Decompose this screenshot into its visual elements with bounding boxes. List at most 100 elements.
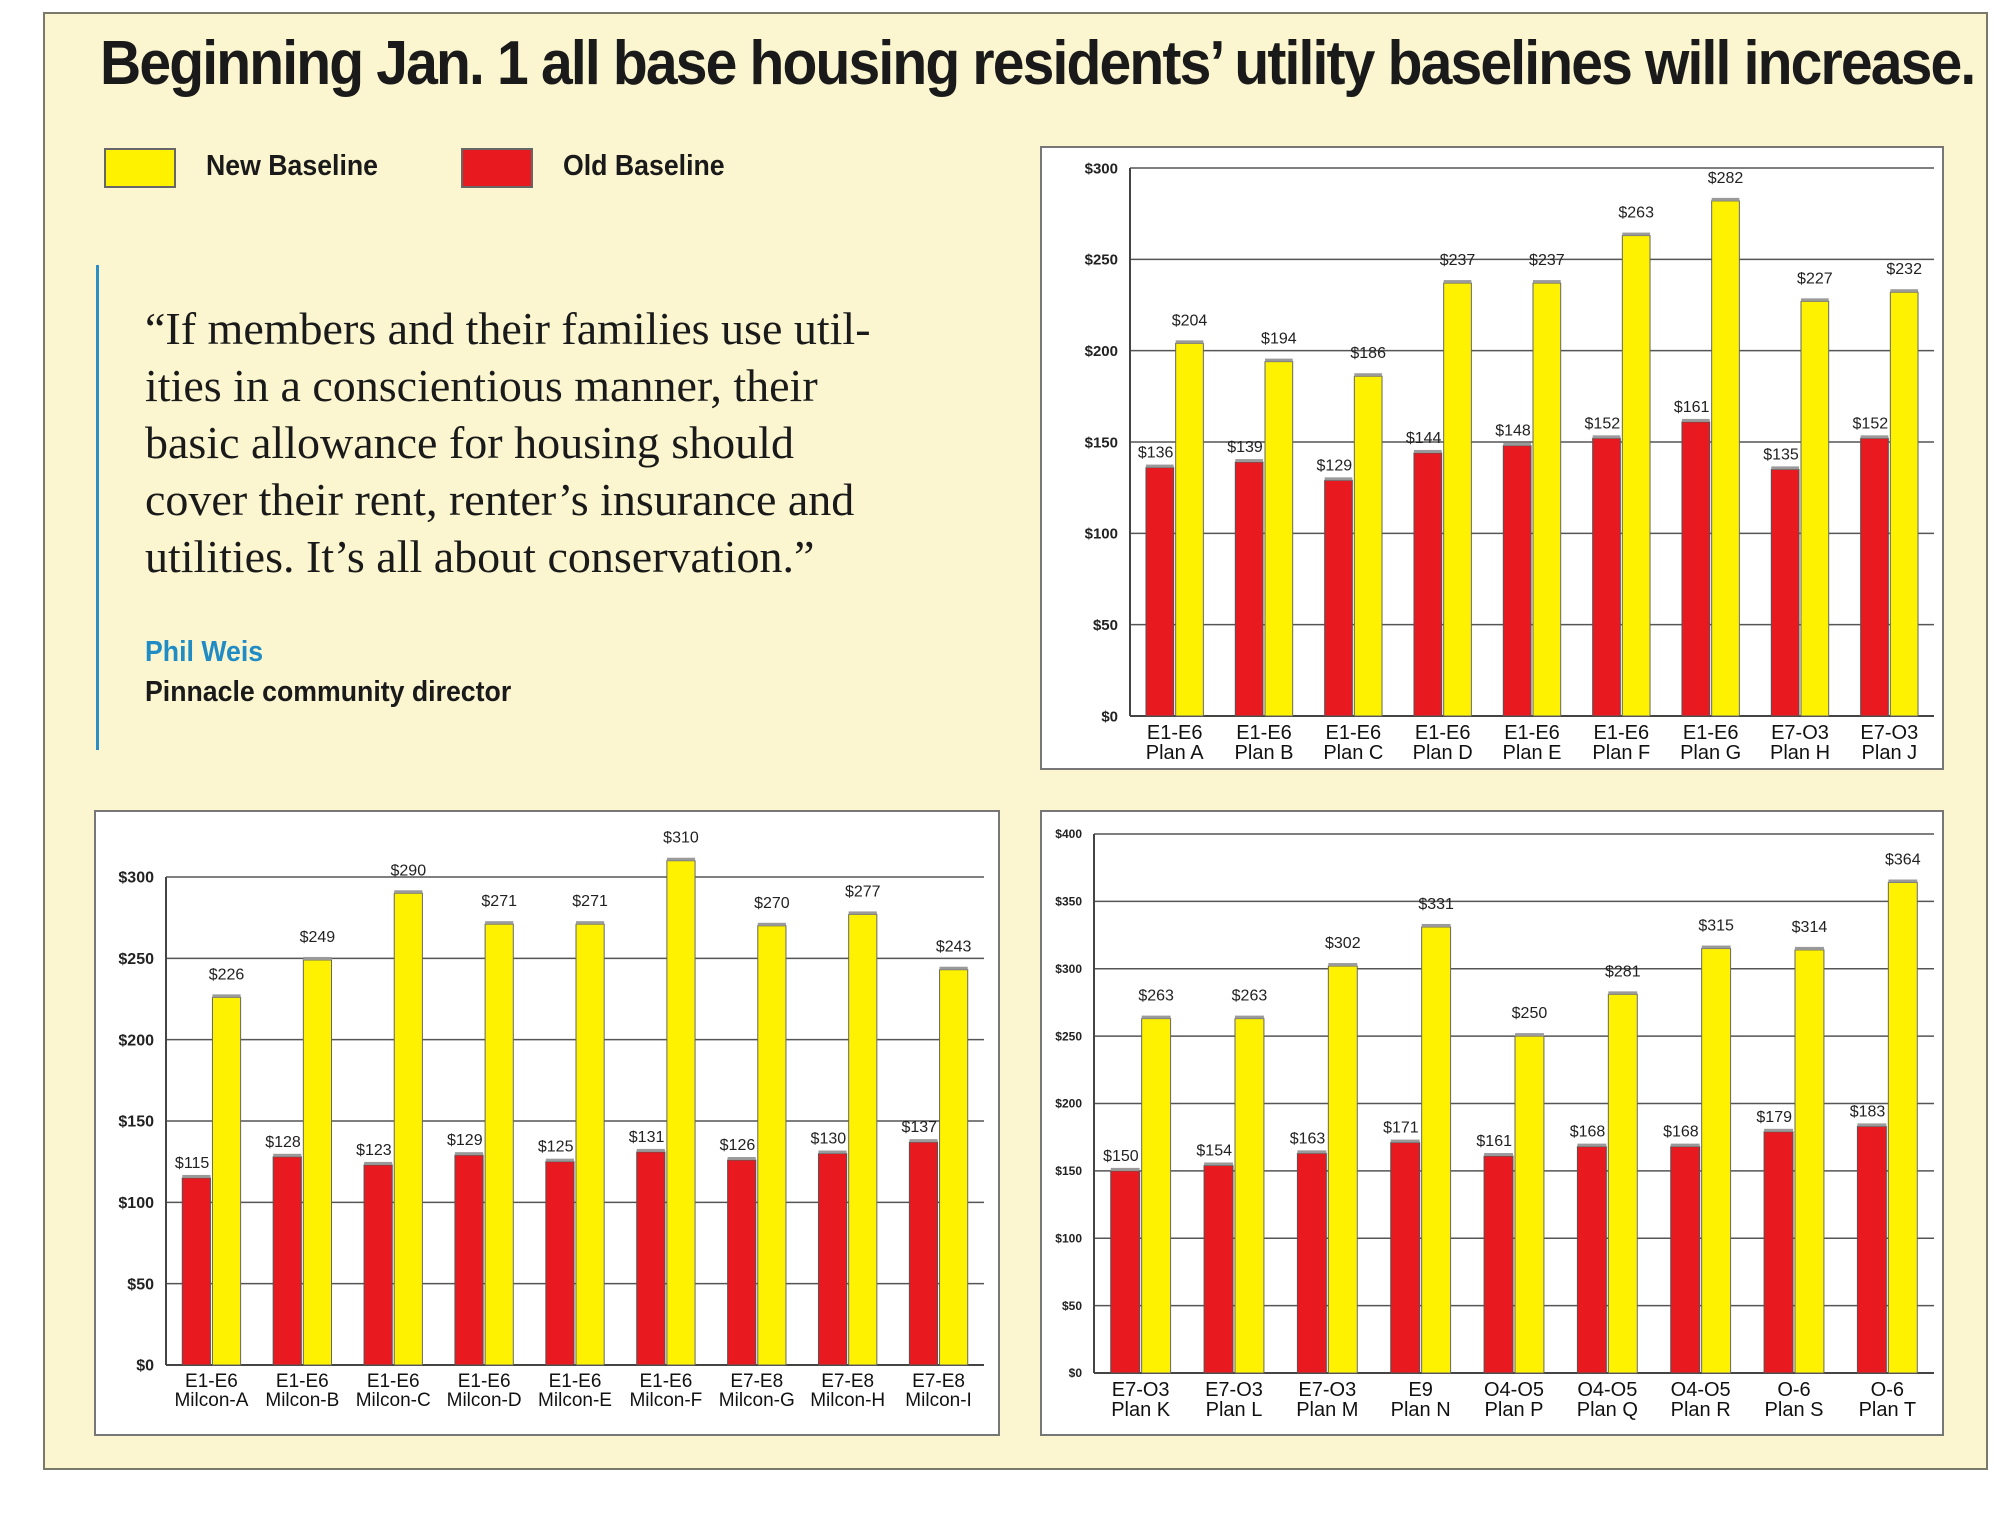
- new-value-label: $232: [1886, 261, 1922, 278]
- old-value-label: $136: [1138, 445, 1174, 462]
- category-label: O4-O5: [1671, 1379, 1731, 1401]
- new-value-label: $314: [1792, 919, 1828, 936]
- old-baseline-bar: [1592, 437, 1621, 717]
- new-baseline-bar: [757, 925, 787, 1366]
- chart-top-right: $0 $50 $100 $150 $200 $250 $300 $136 $204 E1-E6 Pl…: [1040, 146, 1944, 770]
- legend-label-new: New Baseline: [206, 150, 379, 182]
- category-label: Plan E: [1503, 742, 1562, 764]
- category-label: Milcon-G: [719, 1390, 795, 1411]
- category-label: O4-O5: [1577, 1379, 1637, 1401]
- quote-line: basic allowance for housing should: [145, 417, 794, 468]
- new-bar-cap: [1701, 945, 1731, 949]
- old-bar-cap: [909, 1139, 938, 1143]
- old-bar-cap: [545, 1158, 574, 1162]
- y-tick-label: $150: [118, 1114, 154, 1131]
- chart-bottom-left: $0 $50 $100 $150 $200 $250 $300 $115 $226 E1-E6 Mi…: [94, 810, 1000, 1436]
- category-label: E1-E6: [1504, 722, 1560, 744]
- old-baseline-bar: [1576, 1146, 1607, 1374]
- old-value-label: $128: [265, 1134, 301, 1151]
- new-value-label: $194: [1261, 331, 1297, 348]
- new-value-label: $237: [1440, 252, 1476, 269]
- new-bar-cap: [576, 921, 605, 925]
- category-label: E1-E6: [276, 1371, 329, 1392]
- category-label: Plan B: [1235, 742, 1294, 764]
- old-baseline-bar: [1413, 452, 1443, 717]
- old-bar-cap: [1771, 466, 1799, 470]
- old-bar-cap: [1297, 1150, 1327, 1154]
- new-bar-cap: [1533, 280, 1561, 284]
- old-baseline-bar: [1324, 479, 1353, 717]
- old-bar-cap: [636, 1148, 665, 1152]
- old-value-label: $123: [356, 1142, 392, 1159]
- quote-line: cover their rent, renter’s insurance and: [145, 474, 855, 525]
- category-label: E7-O3: [1205, 1379, 1263, 1401]
- old-bar-cap: [1413, 449, 1442, 453]
- y-tick-label: $300: [1055, 962, 1082, 976]
- chart-svg: $0$50$100$150$200$250$300$136$204E1-E6Pl…: [1085, 160, 1934, 764]
- old-bar-cap: [1145, 464, 1174, 468]
- old-bar-cap: [1681, 418, 1710, 422]
- new-bar-cap: [1890, 289, 1919, 293]
- new-baseline-bar: [1701, 948, 1732, 1374]
- old-value-label: $126: [720, 1137, 756, 1154]
- old-value-label: $129: [1317, 457, 1353, 474]
- category-label: O-6: [1871, 1379, 1904, 1401]
- new-baseline-bar: [1514, 1035, 1545, 1374]
- new-bar-cap: [394, 890, 423, 894]
- new-baseline-bar: [1443, 282, 1472, 717]
- new-baseline-bar: [1887, 882, 1918, 1374]
- y-tick-label: $100: [1085, 526, 1118, 543]
- category-label: Milcon-D: [447, 1390, 522, 1411]
- y-tick-label: $350: [1055, 895, 1082, 909]
- category-label: E1-E6: [1594, 722, 1650, 744]
- category-label: Plan S: [1765, 1399, 1824, 1421]
- old-value-label: $150: [1103, 1148, 1139, 1165]
- old-baseline-bar: [454, 1154, 484, 1366]
- pull-quote: “If members and their families use util-…: [145, 300, 975, 585]
- old-bar-cap: [1764, 1128, 1793, 1132]
- old-bar-cap: [1592, 435, 1621, 439]
- old-value-label: $135: [1763, 446, 1799, 463]
- y-tick-label: $100: [1055, 1231, 1082, 1245]
- category-label: E7-O3: [1112, 1379, 1170, 1401]
- category-label: Plan J: [1862, 742, 1918, 764]
- new-baseline-bar: [1889, 291, 1919, 717]
- new-baseline-bar: [302, 959, 333, 1366]
- y-tick-label: $0: [136, 1358, 154, 1375]
- old-bar-cap: [273, 1153, 302, 1157]
- new-baseline-bar: [1794, 949, 1825, 1374]
- old-bar-cap: [1484, 1153, 1513, 1157]
- quote-line: “If members and their families use util-: [145, 303, 871, 354]
- old-value-label: $183: [1850, 1103, 1886, 1120]
- y-tick-label: $250: [1055, 1029, 1082, 1043]
- category-label: E1-E6: [1415, 722, 1471, 744]
- new-baseline-bar: [1327, 965, 1358, 1374]
- new-bar-cap: [757, 922, 786, 926]
- old-baseline-bar: [908, 1141, 939, 1366]
- old-baseline-bar: [1763, 1131, 1794, 1374]
- new-bar-cap: [1622, 232, 1651, 236]
- category-label: E1-E6: [1147, 722, 1203, 744]
- old-baseline-bar: [1203, 1164, 1234, 1374]
- new-bar-cap: [1515, 1033, 1544, 1037]
- old-bar-cap: [1110, 1167, 1140, 1171]
- old-value-label: $115: [175, 1155, 210, 1172]
- new-baseline-bar: [575, 923, 605, 1366]
- y-tick-label: $200: [1085, 343, 1118, 360]
- new-baseline-bar: [848, 913, 878, 1366]
- quote-rule: [96, 265, 99, 750]
- new-value-label: $263: [1232, 988, 1268, 1005]
- new-bar-cap: [1175, 340, 1204, 344]
- new-baseline-bar: [1711, 200, 1740, 717]
- new-bar-cap: [1141, 1015, 1171, 1019]
- old-baseline-bar: [1681, 421, 1711, 717]
- category-label: Milcon-I: [905, 1390, 972, 1411]
- new-value-label: $263: [1138, 988, 1174, 1005]
- y-tick-label: $250: [1085, 252, 1118, 269]
- y-tick-label: $50: [1093, 617, 1118, 634]
- new-bar-cap: [212, 994, 241, 998]
- new-value-label: $282: [1708, 170, 1744, 187]
- category-label: Plan L: [1206, 1399, 1263, 1421]
- new-bar-cap: [1421, 923, 1451, 927]
- old-baseline-bar: [817, 1153, 848, 1366]
